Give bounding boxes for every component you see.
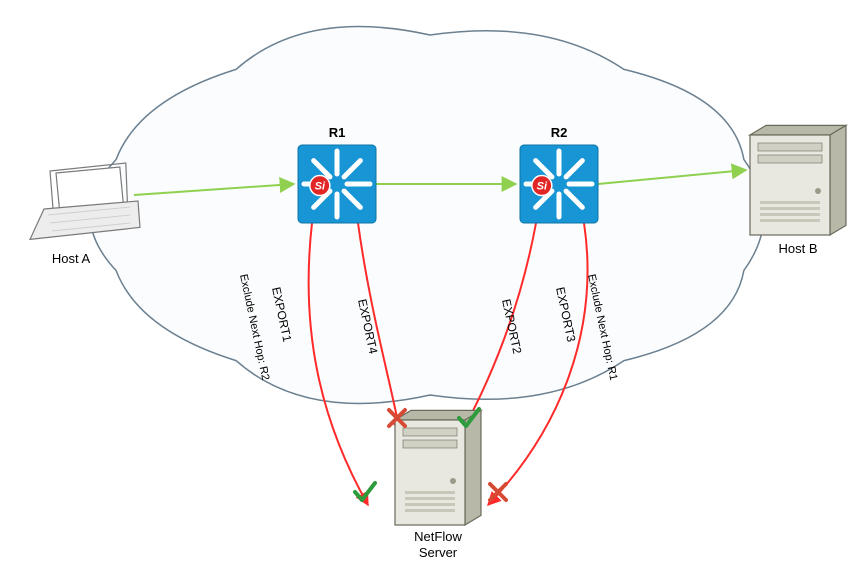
svg-text:Server: Server <box>419 545 458 560</box>
svg-text:NetFlow: NetFlow <box>414 529 462 544</box>
svg-text:Si: Si <box>537 181 548 193</box>
svg-text:Host A: Host A <box>52 251 91 266</box>
svg-text:Si: Si <box>315 181 326 193</box>
netflow-server: NetFlowServer <box>395 410 481 560</box>
svg-text:Host B: Host B <box>778 241 817 256</box>
svg-text:R2: R2 <box>551 125 568 140</box>
svg-text:R1: R1 <box>329 125 346 140</box>
cross-icon <box>490 484 506 500</box>
cloud <box>90 27 764 404</box>
host-b: Host B <box>750 125 846 256</box>
